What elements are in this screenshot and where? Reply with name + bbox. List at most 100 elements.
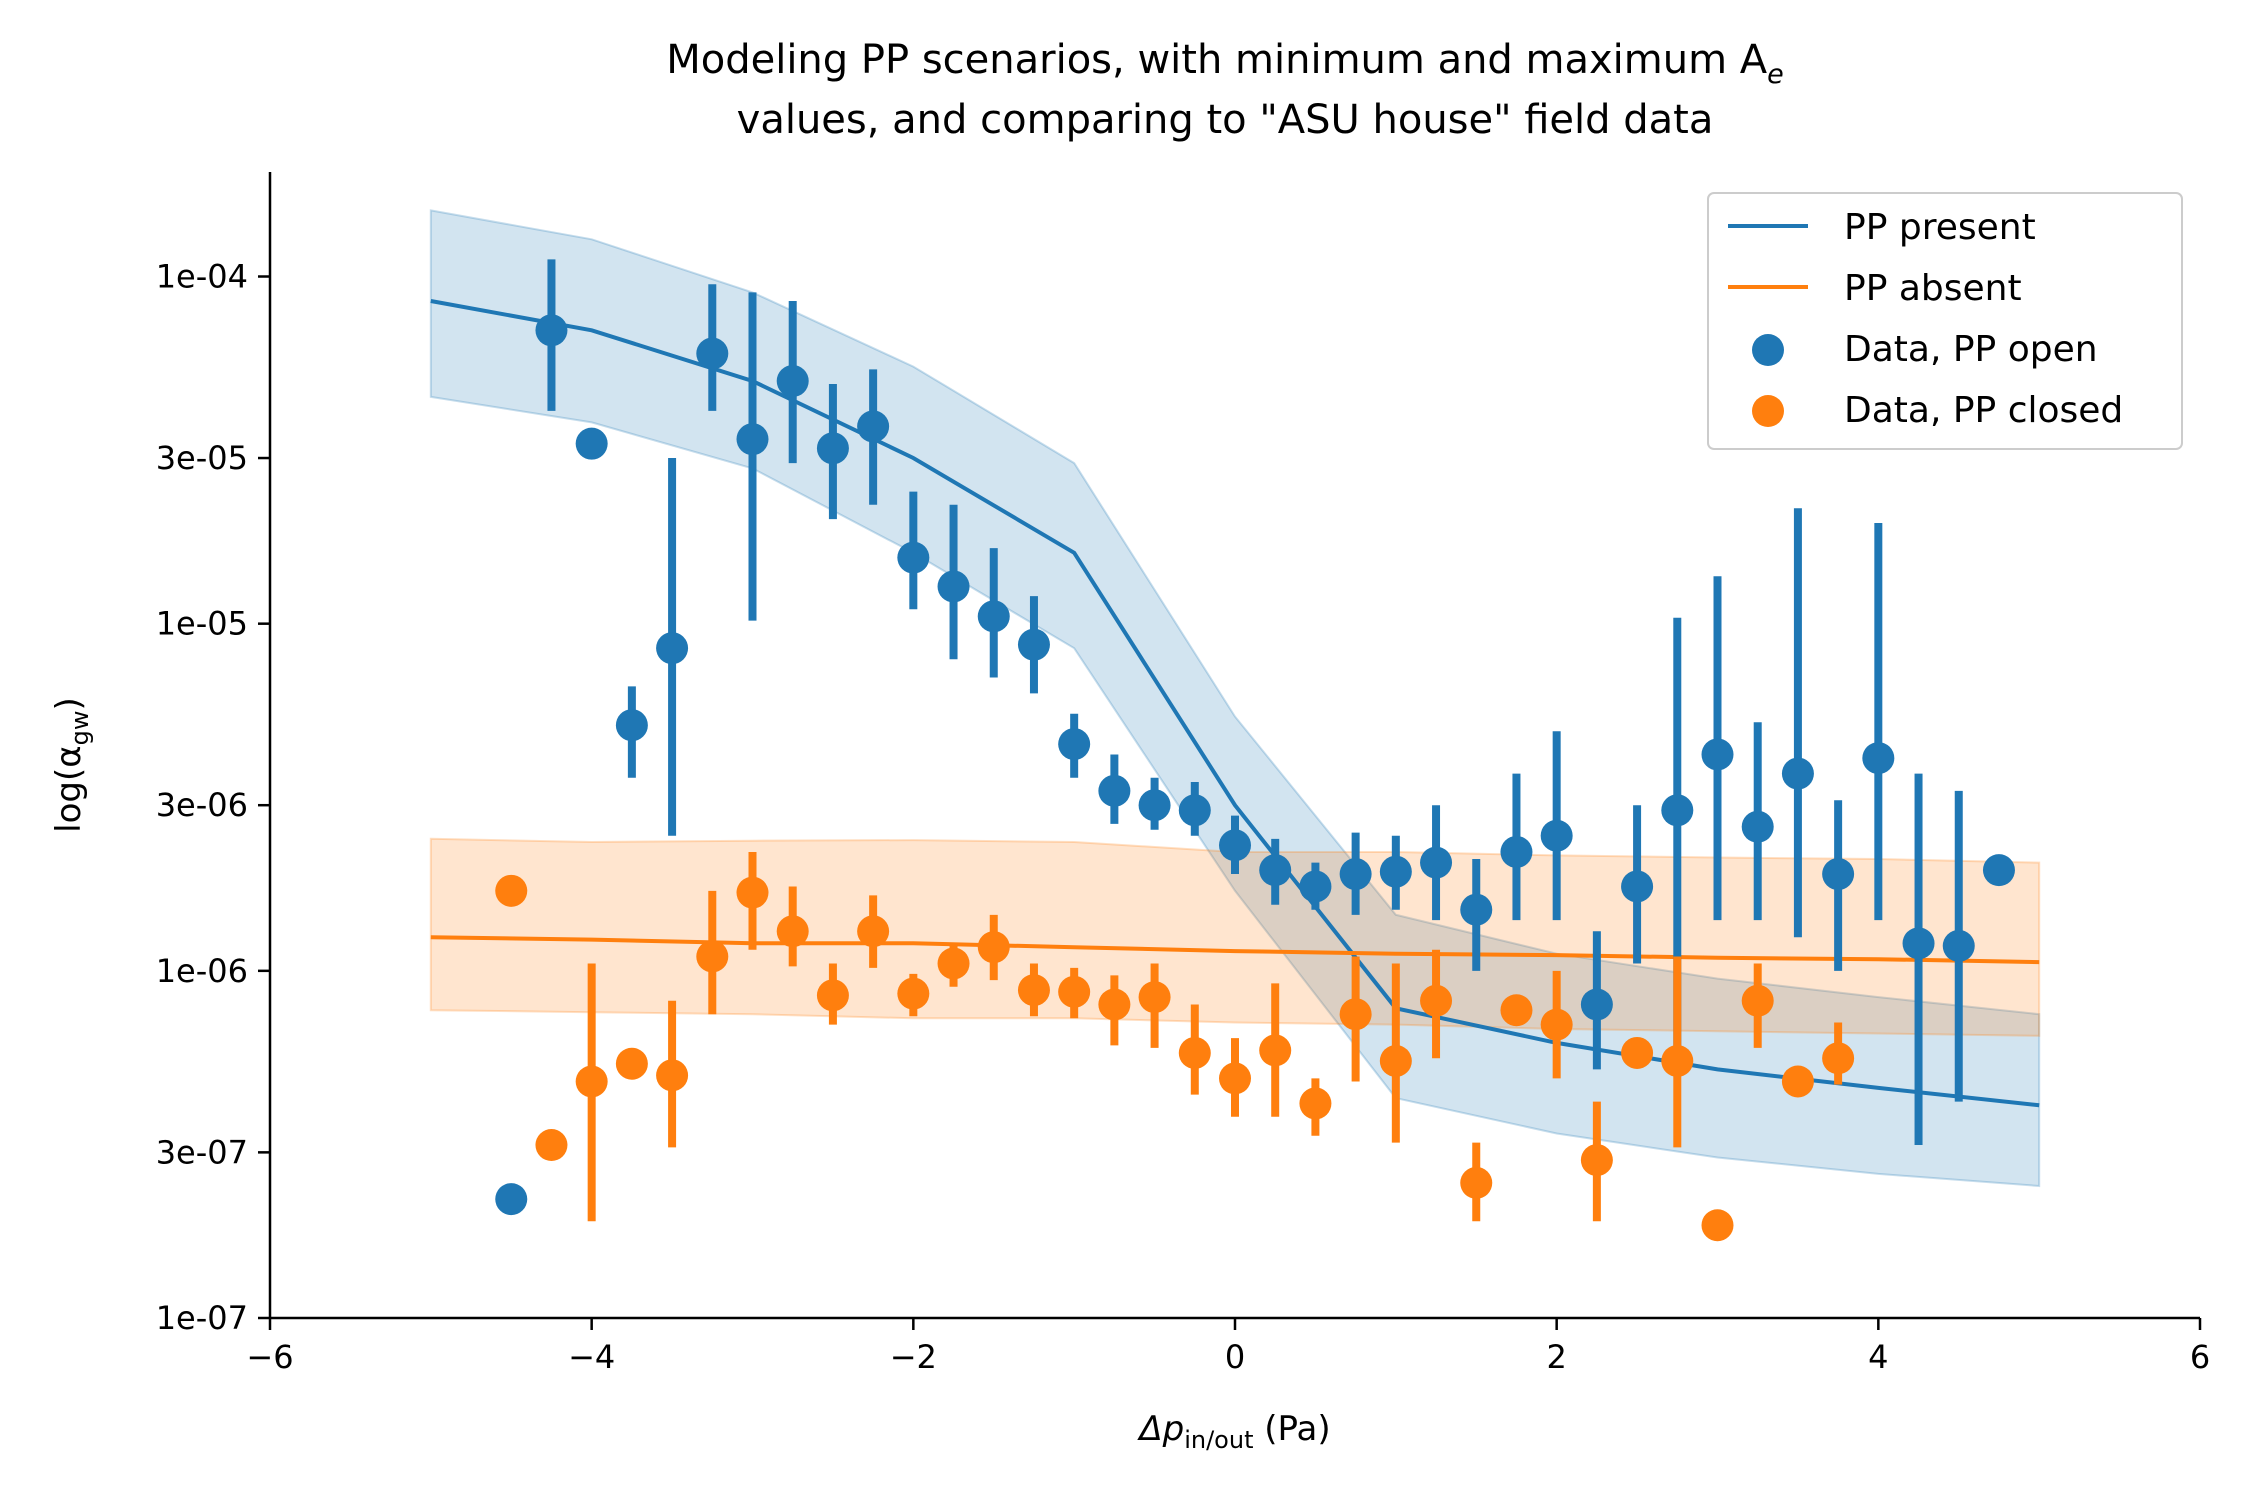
point-data-pp-closed [1580, 1144, 1613, 1177]
point-data-pp-open [1219, 829, 1251, 862]
chart-title-subscript: e [1767, 59, 1784, 90]
point-data-pp-closed [1017, 974, 1050, 1007]
chart-title-line-2: values, and comparing to "ASU house" fie… [737, 97, 1714, 143]
point-data-pp-closed [1500, 994, 1533, 1027]
point-data-pp-closed [1540, 1008, 1573, 1041]
point-data-pp-open [736, 423, 769, 456]
point-data-pp-open [1460, 893, 1493, 926]
x-axis-label-unit: (Pa) [1253, 1409, 1330, 1449]
point-data-pp-open [1701, 738, 1734, 771]
point-data-pp-closed [1138, 981, 1171, 1014]
point-data-pp-closed [776, 915, 809, 948]
point-data-pp-closed [615, 1047, 648, 1080]
point-data-pp-closed [937, 947, 970, 980]
legend-swatch-data-pp-closed [1752, 395, 1784, 427]
point-data-pp-open [696, 337, 729, 370]
y-tick-label: 3e-06 [156, 786, 248, 824]
x-tick-label: 2 [1546, 1338, 1566, 1376]
point-data-pp-open [615, 709, 648, 742]
point-data-pp-closed [1420, 984, 1453, 1017]
point-data-pp-open [1942, 929, 1975, 962]
point-data-pp-closed [1339, 998, 1372, 1031]
point-data-pp-open [1178, 794, 1211, 827]
point-data-pp-open [1017, 628, 1050, 661]
point-data-pp-open [1299, 870, 1332, 903]
y-tick-label: 1e-07 [156, 1299, 248, 1337]
point-data-pp-open [1822, 858, 1855, 891]
point-data-pp-open [1259, 854, 1292, 887]
y-tick-label: 1e-05 [156, 605, 248, 643]
point-data-pp-closed [977, 931, 1010, 964]
legend-label-pp-absent: PP absent [1844, 268, 2022, 309]
point-data-pp-closed [1621, 1036, 1654, 1069]
point-data-pp-closed [696, 940, 729, 973]
point-data-pp-open [1339, 858, 1372, 891]
chart-title-main: Modeling PP scenarios, with minimum and … [666, 37, 1768, 83]
point-data-pp-closed [1741, 984, 1774, 1017]
point-data-pp-closed [1661, 1044, 1694, 1077]
line-pp-present [430, 299, 2040, 1108]
legend-label-pp-present: PP present [1844, 207, 2036, 248]
point-data-pp-open [656, 632, 689, 665]
point-data-pp-closed [1379, 1044, 1412, 1077]
point-data-pp-open [1741, 810, 1774, 843]
point-data-pp-closed [656, 1059, 689, 1092]
legend-label-data-pp-open: Data, PP open [1844, 329, 2098, 370]
point-data-pp-open [1621, 870, 1654, 903]
point-data-pp-open [1098, 774, 1131, 807]
point-data-pp-open [495, 1183, 528, 1216]
x-tick-label: 4 [1868, 1338, 1888, 1376]
x-axis-label-main: Δp [1136, 1409, 1184, 1449]
x-axis-label-subscript: in/out [1184, 1426, 1253, 1454]
point-data-pp-open [1138, 789, 1171, 822]
point-data-pp-open [1982, 854, 2015, 887]
legend-label-data-pp-closed: Data, PP closed [1844, 390, 2123, 431]
point-data-pp-closed [1299, 1087, 1332, 1120]
x-tick-label: 0 [1225, 1338, 1245, 1376]
point-data-pp-open [1661, 794, 1694, 827]
x-tick-label: 6 [2190, 1338, 2210, 1376]
chart-title-line-1: Modeling PP scenarios, with minimum and … [666, 37, 1784, 90]
point-data-pp-open [1580, 988, 1613, 1021]
point-data-pp-closed [1178, 1036, 1211, 1069]
point-data-pp-closed [816, 979, 849, 1012]
point-data-pp-closed [535, 1129, 568, 1162]
point-data-pp-closed [1219, 1062, 1251, 1095]
y-tick-label: 1e-06 [156, 952, 248, 990]
point-data-pp-open [1781, 757, 1814, 790]
point-data-pp-closed [1460, 1166, 1493, 1199]
point-data-pp-closed [897, 977, 930, 1010]
y-tick-label: 1e-04 [156, 258, 248, 296]
point-data-pp-closed [1822, 1042, 1855, 1075]
point-data-pp-open [776, 365, 809, 398]
point-data-pp-closed [575, 1065, 608, 1098]
y-tick-label: 3e-07 [156, 1133, 248, 1171]
x-tick-label: −4 [568, 1338, 615, 1376]
legend-swatch-data-pp-open [1752, 334, 1784, 366]
point-data-pp-open [1902, 927, 1935, 960]
point-data-pp-open [937, 570, 970, 603]
point-data-pp-closed [857, 915, 890, 948]
point-data-pp-closed [1098, 988, 1131, 1021]
y-axis-label-close: ) [49, 697, 89, 710]
point-data-pp-open [1058, 728, 1091, 761]
y-axis-label: log(αgw) [49, 697, 94, 833]
point-data-pp-open [1540, 819, 1573, 852]
point-data-pp-open [1500, 835, 1533, 868]
point-data-pp-open [535, 314, 568, 347]
y-tick-label: 3e-05 [156, 439, 248, 477]
point-data-pp-open [816, 432, 849, 465]
point-data-pp-open [897, 541, 930, 574]
y-axis-label-main: log(α [49, 745, 89, 833]
line-pp-absent [430, 935, 2040, 965]
point-data-pp-open [857, 410, 890, 443]
point-data-pp-closed [1781, 1065, 1814, 1098]
y-axis-label-subscript: gw [66, 710, 94, 745]
point-data-pp-closed [495, 874, 528, 907]
point-data-pp-open [977, 600, 1010, 633]
legend-box [1707, 192, 2183, 450]
point-data-pp-closed [736, 876, 769, 909]
x-tick-label: −6 [246, 1338, 293, 1376]
